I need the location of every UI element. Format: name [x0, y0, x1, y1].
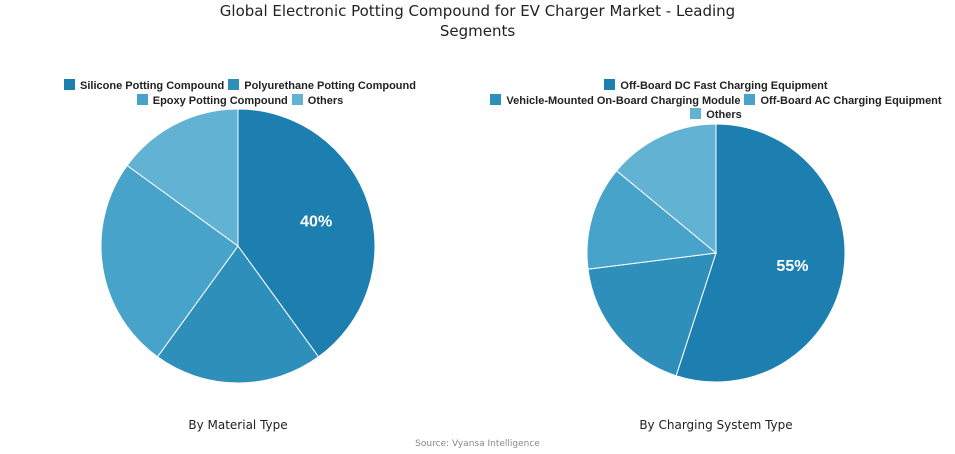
legend-item-others: Others — [291, 93, 344, 109]
legend-label: Off-Board AC Charging Equipment — [760, 94, 942, 107]
pie-by-charging-system-type: 55% — [586, 123, 846, 383]
caption-material-type: By Material Type — [188, 418, 288, 432]
legend-row: Vehicle-Mounted On-Board Charging Module… — [476, 93, 955, 109]
legend-item-polyurethane-potting-compound: Polyurethane Potting Compound — [228, 79, 416, 94]
pie-slice-epoxy-potting-compound — [100, 164, 239, 358]
chart-title-line-2: Segments — [439, 22, 516, 40]
legend-label: Epoxy Potting Compound — [152, 94, 288, 107]
legend-row: Epoxy Potting Compound Others — [20, 93, 460, 109]
legend-item-off-board-dc-fast-charging-equipment: Off-Board DC Fast Charging Equipment — [604, 79, 828, 94]
legend-row: Off-Board DC Fast Charging Equipment — [476, 79, 955, 94]
legend-label: Others — [706, 109, 742, 121]
legend-material-type: Silicone Potting Compound Polyurethane Po… — [20, 79, 460, 108]
legend-swatch — [291, 93, 303, 105]
legend-swatch — [690, 108, 702, 119]
data-label-off-board-dc-fast-charging-equipment: 55% — [776, 258, 808, 275]
chart-title: Global Electronic Potting Compound for E… — [0, 1, 955, 41]
pie-slice-others — [126, 108, 239, 247]
legend-label: Polyurethane Potting Compound — [244, 80, 416, 92]
legend-charging-system-type: Off-Board DC Fast Charging Equipment Vehi… — [476, 79, 955, 123]
legend-swatch — [64, 79, 76, 90]
legend-row: Others — [476, 108, 955, 123]
pie-by-material-type: 40% — [100, 108, 376, 384]
pie-slice-others — [615, 123, 717, 255]
pie-slice-vehicle-mounted-on-board-charging-module — [587, 252, 717, 377]
legend-swatch — [136, 93, 148, 105]
chart-title-line-1: Global Electronic Potting Compound for E… — [219, 2, 736, 20]
legend-item-vehicle-mounted-on-board-charging-module: Vehicle-Mounted On-Board Charging Module — [490, 93, 741, 109]
legend-row: Silicone Potting Compound Polyurethane Po… — [20, 79, 460, 94]
caption-charging-system-type: By Charging System Type — [639, 418, 793, 432]
legend-item-epoxy-potting-compound: Epoxy Potting Compound — [136, 93, 288, 109]
pie-slice-off-board-ac-charging-equipment — [586, 170, 718, 270]
legend-label: Off-Board DC Fast Charging Equipment — [620, 80, 828, 92]
legend-swatch — [228, 79, 240, 90]
legend-label: Vehicle-Mounted On-Board Charging Module — [506, 94, 741, 107]
pie-slice-silicone-potting-compound — [237, 108, 376, 358]
legend-item-silicone-potting-compound: Silicone Potting Compound — [64, 79, 224, 94]
pie-slice-polyurethane-potting-compound — [156, 245, 320, 384]
pie-slice-off-board-dc-fast-charging-equipment — [675, 123, 846, 383]
legend-label: Others — [307, 94, 344, 107]
legend-swatch — [490, 93, 502, 105]
legend-label: Silicone Potting Compound — [80, 80, 225, 92]
data-label-silicone-potting-compound: 40% — [300, 214, 332, 231]
legend-item-off-board-ac-charging-equipment: Off-Board AC Charging Equipment — [744, 93, 942, 109]
legend-item-others: Others — [690, 108, 742, 123]
legend-swatch — [604, 79, 616, 90]
source-note: Source: Vyansa Intelligence — [415, 439, 540, 449]
legend-swatch — [744, 93, 756, 105]
